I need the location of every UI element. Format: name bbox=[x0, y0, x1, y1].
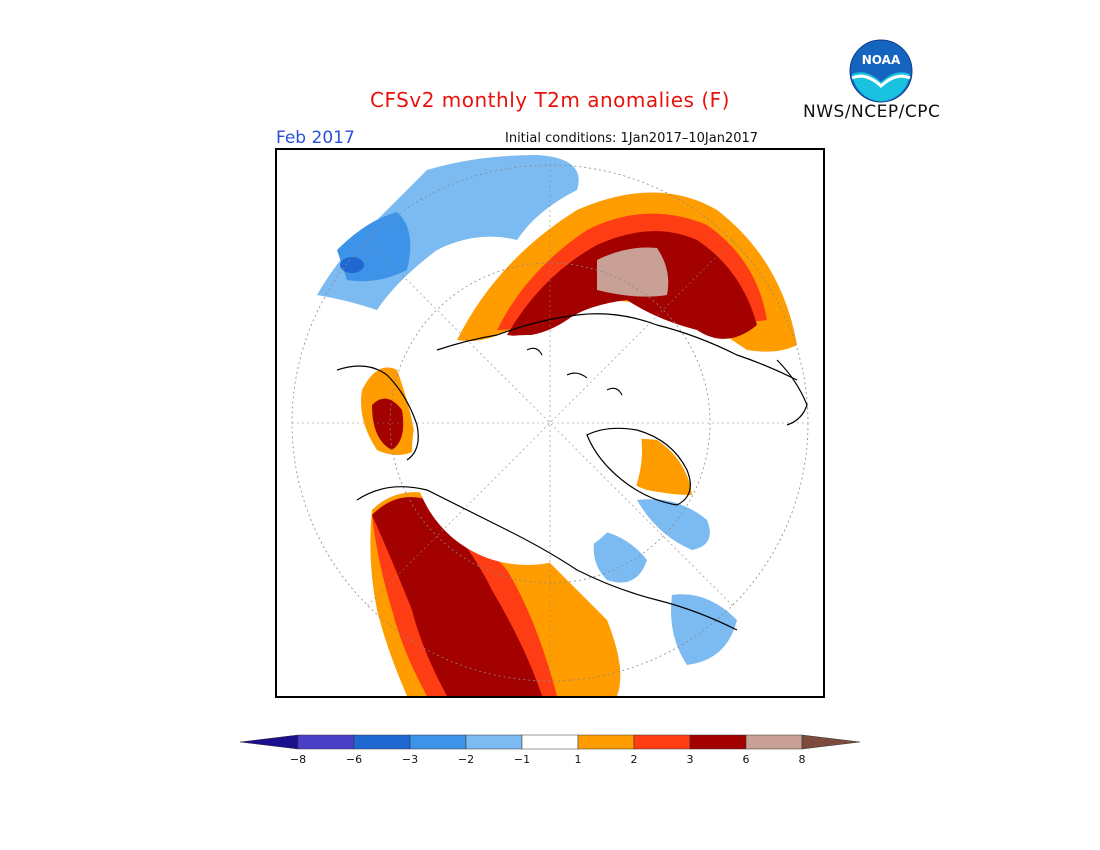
coastline-islands bbox=[526, 347, 623, 396]
anomaly-region-vhot-north-america bbox=[372, 497, 542, 696]
noaa-logo-text: NOAA bbox=[862, 53, 901, 67]
colorbar-segment bbox=[577, 734, 635, 750]
agency-label: NWS/NCEP/CPC bbox=[803, 102, 941, 122]
colorbar-segment bbox=[409, 734, 467, 750]
colorbar-tick-label: −8 bbox=[290, 753, 306, 766]
anomaly-region-cold-core bbox=[340, 257, 364, 273]
colorbar-tick-label: 8 bbox=[799, 753, 806, 766]
coastline-europe bbox=[336, 365, 419, 461]
colorbar-tick-label: 3 bbox=[687, 753, 694, 766]
anomaly-region-cool-hudson bbox=[671, 594, 737, 665]
colorbar-segment bbox=[689, 734, 747, 750]
anomaly-region-cool-canada bbox=[593, 530, 647, 583]
initial-conditions-label: Initial conditions: 1Jan2017–10Jan2017 bbox=[505, 131, 759, 146]
colorbar-tick-label: −3 bbox=[402, 753, 418, 766]
colorbar-tick-label: 2 bbox=[631, 753, 638, 766]
chart-title: CFSv2 monthly T2m anomalies (F) bbox=[370, 88, 730, 112]
noaa-logo: NOAA bbox=[848, 38, 914, 104]
colorbar-segment bbox=[297, 734, 355, 750]
graticule-meridian-3 bbox=[366, 239, 734, 607]
colorbar-segment bbox=[633, 734, 691, 750]
colorbar-tick-label: −6 bbox=[346, 753, 362, 766]
colorbar-arrow-right bbox=[801, 734, 861, 750]
anomaly-region-hot-europe bbox=[372, 398, 404, 450]
colorbar-tick-label: −1 bbox=[514, 753, 530, 766]
coastline-greenland bbox=[586, 427, 691, 506]
colorbar-tick-label: 1 bbox=[575, 753, 582, 766]
colorbar-segment bbox=[521, 734, 579, 750]
colorbar-tick-label: 6 bbox=[743, 753, 750, 766]
colorbar-segment bbox=[745, 734, 803, 750]
colorbar-arrow-left bbox=[239, 734, 299, 750]
colorbar-segment bbox=[353, 734, 411, 750]
coastline-asia-east bbox=[776, 359, 808, 426]
polar-map bbox=[275, 148, 825, 698]
colorbar: −8 −6 −3 −2 −1 1 2 3 6 8 bbox=[238, 733, 864, 773]
anomaly-region-extreme-eurasia bbox=[597, 247, 669, 297]
month-label: Feb 2017 bbox=[276, 128, 355, 148]
graticule-circle-inner bbox=[389, 262, 711, 584]
colorbar-segment bbox=[465, 734, 523, 750]
arctic-neutral-zone bbox=[412, 335, 642, 565]
coastline-eurasia bbox=[436, 313, 798, 381]
coastline-north-america bbox=[356, 486, 738, 631]
graticule-meridian-4 bbox=[366, 239, 734, 607]
colorbar-tick-label: −2 bbox=[458, 753, 474, 766]
